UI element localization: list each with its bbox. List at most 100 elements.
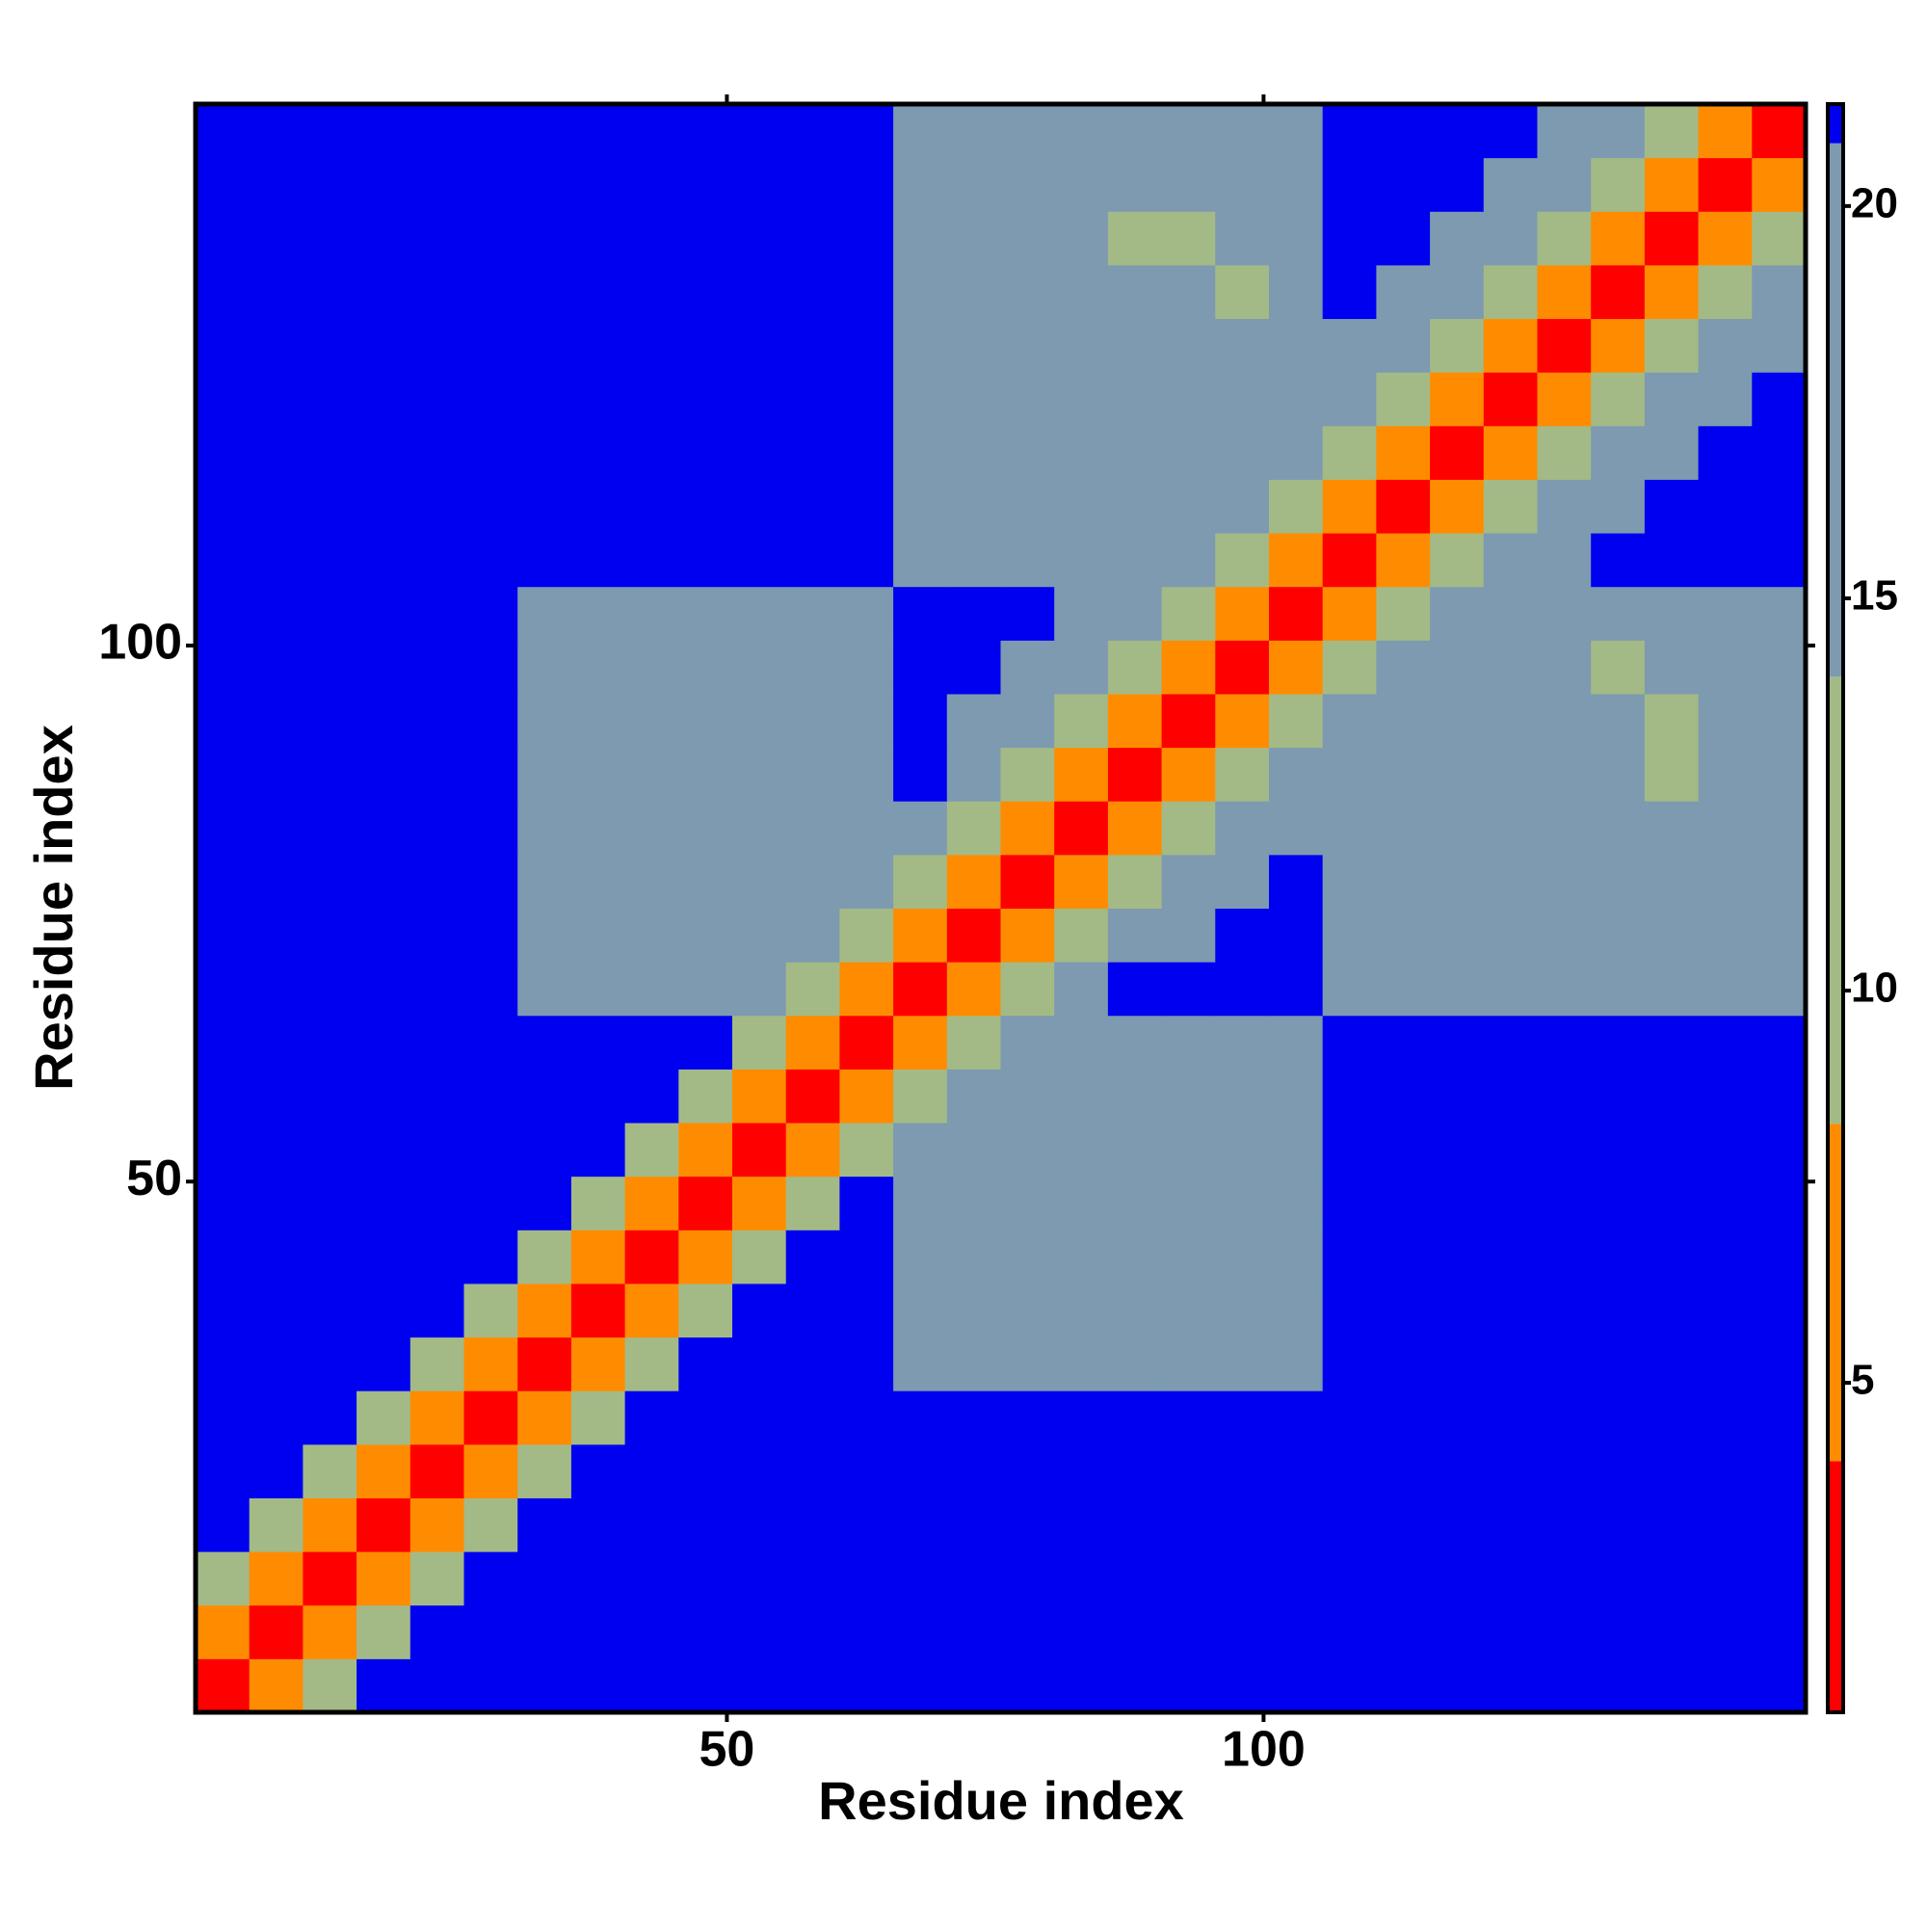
heatmap-cell [1430, 1176, 1485, 1231]
heatmap-cell [1376, 479, 1431, 534]
heatmap-cell [409, 640, 464, 695]
heatmap-cell [893, 586, 948, 641]
heatmap-cell [1269, 425, 1324, 480]
heatmap-cell [463, 1283, 518, 1338]
heatmap-cell [517, 908, 572, 963]
heatmap-cell [1376, 640, 1431, 695]
heatmap-cell [1591, 586, 1646, 641]
heatmap-cell [409, 1390, 464, 1445]
heatmap-cell [839, 586, 894, 641]
heatmap-cell [1215, 640, 1270, 695]
colorbar-tick-label: 15 [1851, 572, 1898, 620]
heatmap-cell [732, 425, 787, 480]
heatmap-cell [624, 1443, 679, 1498]
heatmap-cell [732, 1658, 787, 1713]
heatmap-cell [1698, 425, 1753, 480]
heatmap-cell [1591, 1443, 1646, 1498]
heatmap-cell [732, 1497, 787, 1552]
heatmap-cell [249, 854, 304, 909]
heatmap-cell [1107, 372, 1163, 427]
heatmap-cell [1752, 1551, 1807, 1606]
heatmap-cell [1000, 1658, 1055, 1713]
heatmap-cell [1698, 1658, 1753, 1713]
heatmap-cell [1698, 479, 1753, 534]
heatmap-cell [196, 1551, 251, 1606]
heatmap-cell [678, 747, 733, 802]
heatmap-cell [946, 1283, 1001, 1338]
heatmap-cell [570, 640, 626, 695]
heatmap-cell [1591, 1497, 1646, 1552]
heatmap-cell [409, 747, 464, 802]
heatmap-cell [1269, 747, 1324, 802]
x-tick-label: 100 [1222, 1722, 1306, 1778]
heatmap-cell [517, 1123, 572, 1178]
heatmap-cell [1483, 211, 1538, 266]
colorbar-tick-label: 10 [1851, 965, 1898, 1012]
heatmap-cell [463, 1015, 518, 1070]
heatmap-cell [1430, 854, 1485, 909]
heatmap-cell [249, 372, 304, 427]
heatmap-cell [1107, 747, 1163, 802]
heatmap-cell [517, 1015, 572, 1070]
heatmap-cell [1752, 962, 1807, 1017]
heatmap-cell [732, 1176, 787, 1231]
heatmap-cell [1000, 104, 1055, 159]
heatmap-cell [839, 1390, 894, 1445]
heatmap-cell [249, 1390, 304, 1445]
heatmap-cell [893, 1015, 948, 1070]
heatmap-cell [1269, 1497, 1324, 1552]
heatmap-cell [893, 533, 948, 588]
heatmap-cell [1107, 1390, 1163, 1445]
heatmap-cell [1215, 1123, 1270, 1178]
heatmap-cell [1054, 479, 1109, 534]
heatmap-cell [624, 318, 679, 373]
heatmap-cell [1269, 104, 1324, 159]
heatmap-cell [570, 908, 626, 963]
heatmap-cell [303, 372, 357, 427]
heatmap-cell [356, 211, 411, 266]
heatmap-cell [196, 1230, 251, 1284]
heatmap-cell [1430, 962, 1485, 1017]
heatmap-cell [678, 1604, 733, 1659]
heatmap-cell [1161, 747, 1216, 802]
heatmap-cell [1161, 962, 1216, 1017]
heatmap-cell [1000, 425, 1055, 480]
heatmap-cell [893, 425, 948, 480]
heatmap-cell [785, 211, 840, 266]
heatmap-cell [785, 854, 840, 909]
heatmap-cell [356, 1069, 411, 1124]
heatmap-cell [1698, 157, 1753, 212]
heatmap-cell [1107, 211, 1163, 266]
heatmap-cell [732, 264, 787, 320]
heatmap-cell [1269, 1123, 1324, 1178]
heatmap-cell [196, 962, 251, 1017]
heatmap-cell [303, 479, 357, 534]
heatmap-cell [409, 1230, 464, 1284]
heatmap-cell [1483, 104, 1538, 159]
heatmap-cell [1000, 1337, 1055, 1391]
heatmap-cell [1322, 1390, 1377, 1445]
heatmap-cell [732, 1230, 787, 1284]
heatmap-cell [570, 1390, 626, 1445]
heatmap-cell [303, 854, 357, 909]
heatmap-cell [1430, 1497, 1485, 1552]
colorbar-band [1828, 1461, 1843, 1712]
heatmap-cell [196, 1658, 251, 1713]
heatmap-cell [463, 211, 518, 266]
heatmap-cell [1591, 640, 1646, 695]
heatmap-cell [196, 372, 251, 427]
heatmap-cell [1483, 854, 1538, 909]
heatmap-cell [624, 962, 679, 1017]
heatmap-cell [1752, 1390, 1807, 1445]
heatmap-cell [570, 1176, 626, 1231]
heatmap-cell [1054, 104, 1109, 159]
heatmap-cell [463, 1176, 518, 1231]
heatmap-cell [1054, 908, 1109, 963]
heatmap-cell [1537, 801, 1592, 856]
heatmap-cell [1591, 425, 1646, 480]
heatmap-cell [303, 1390, 357, 1445]
heatmap-cell [517, 157, 572, 212]
heatmap-cell [249, 640, 304, 695]
heatmap-cell [1376, 1551, 1431, 1606]
heatmap-cell [624, 640, 679, 695]
